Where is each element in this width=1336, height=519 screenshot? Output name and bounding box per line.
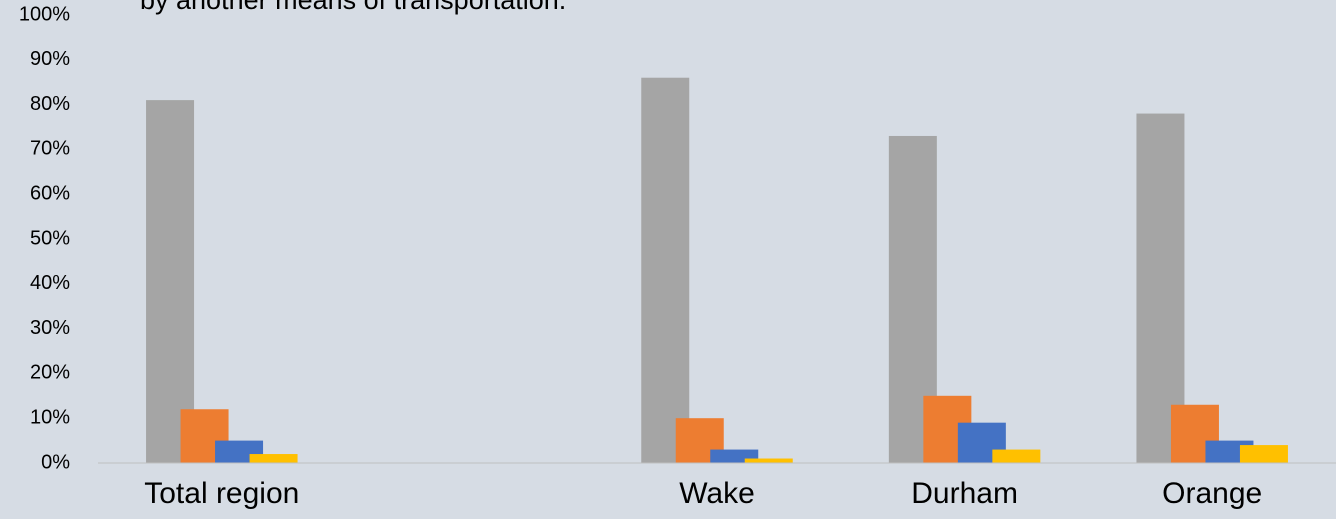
x-tick-label: Wake: [679, 477, 755, 510]
x-tick-label: Orange: [1162, 477, 1262, 510]
bar: [744, 458, 793, 463]
y-tick-label: 50%: [30, 227, 70, 249]
x-tick-label: Durham: [911, 477, 1018, 510]
chart-title: by another means of transportation.: [140, 0, 566, 15]
y-tick-label: 30%: [30, 317, 70, 339]
bar: [146, 100, 195, 464]
bar: [992, 449, 1041, 463]
y-tick-label: 80%: [30, 93, 70, 115]
y-tick-label: 90%: [30, 48, 70, 70]
bar: [1239, 445, 1288, 463]
y-tick-label: 20%: [30, 362, 70, 384]
bar: [641, 77, 690, 463]
y-tick-label: 100%: [19, 3, 70, 25]
bar: [249, 454, 298, 463]
y-tick-label: 0%: [41, 451, 70, 473]
y-tick-label: 60%: [30, 182, 70, 204]
y-tick-label: 10%: [30, 406, 70, 428]
x-tick-label: Total region: [144, 477, 299, 510]
y-tick-label: 40%: [30, 272, 70, 294]
y-tick-label: 70%: [30, 138, 70, 160]
